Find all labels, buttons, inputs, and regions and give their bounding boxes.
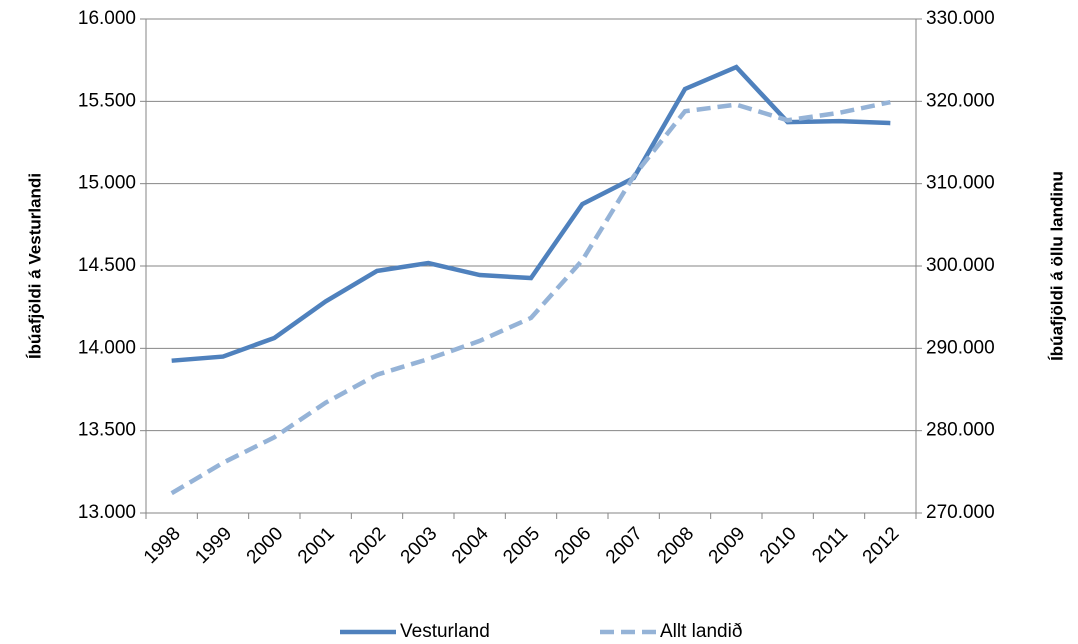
y-tick-label: 16.000 [78,8,136,29]
x-tick-label: 2001 [294,523,339,568]
x-tick-label: 2006 [551,523,596,568]
y-tick-label: 14.500 [78,255,136,276]
y-tick-label: 13.500 [78,420,136,441]
x-tick-label: 2003 [397,523,442,568]
y-tick-label: 14.000 [78,337,136,358]
x-tick-label: 2000 [243,523,288,568]
y2-tick-label: 310.000 [926,173,995,194]
y2-tick-label: 280.000 [926,420,995,441]
y2-axis-title: Íbúafjöldi á öllu landinu [1047,171,1066,361]
y-axis-title: Íbúafjöldi á Vesturlandi [25,173,44,359]
series-line [170,99,891,496]
x-tick-label: 2009 [705,523,750,568]
x-tick-label: 1999 [191,523,236,568]
x-tick-label: 2002 [345,523,390,568]
x-tick-label: 2005 [499,523,544,568]
y-tick-label: 15.500 [78,90,136,111]
x-tick-label: 2004 [448,523,493,568]
y2-tick-label: 320.000 [926,90,995,111]
series-line [171,64,891,363]
y-tick-label: 15.000 [78,173,136,194]
x-tick-label: 2010 [756,523,801,568]
x-tick-label: 2007 [602,523,647,568]
x-tick-label: 1998 [140,523,185,568]
legend-label: Vesturland [400,621,490,642]
y2-tick-label: 290.000 [926,337,995,358]
x-tick-label: 2012 [859,523,904,568]
y-tick-label: 13.000 [78,502,136,523]
x-tick-label: 2011 [808,523,852,567]
x-tick-label: 2008 [653,523,698,568]
legend-label: Allt landið [660,621,742,642]
y2-tick-label: 270.000 [926,502,995,523]
y2-tick-label: 330.000 [926,8,995,29]
y2-tick-label: 300.000 [926,255,995,276]
